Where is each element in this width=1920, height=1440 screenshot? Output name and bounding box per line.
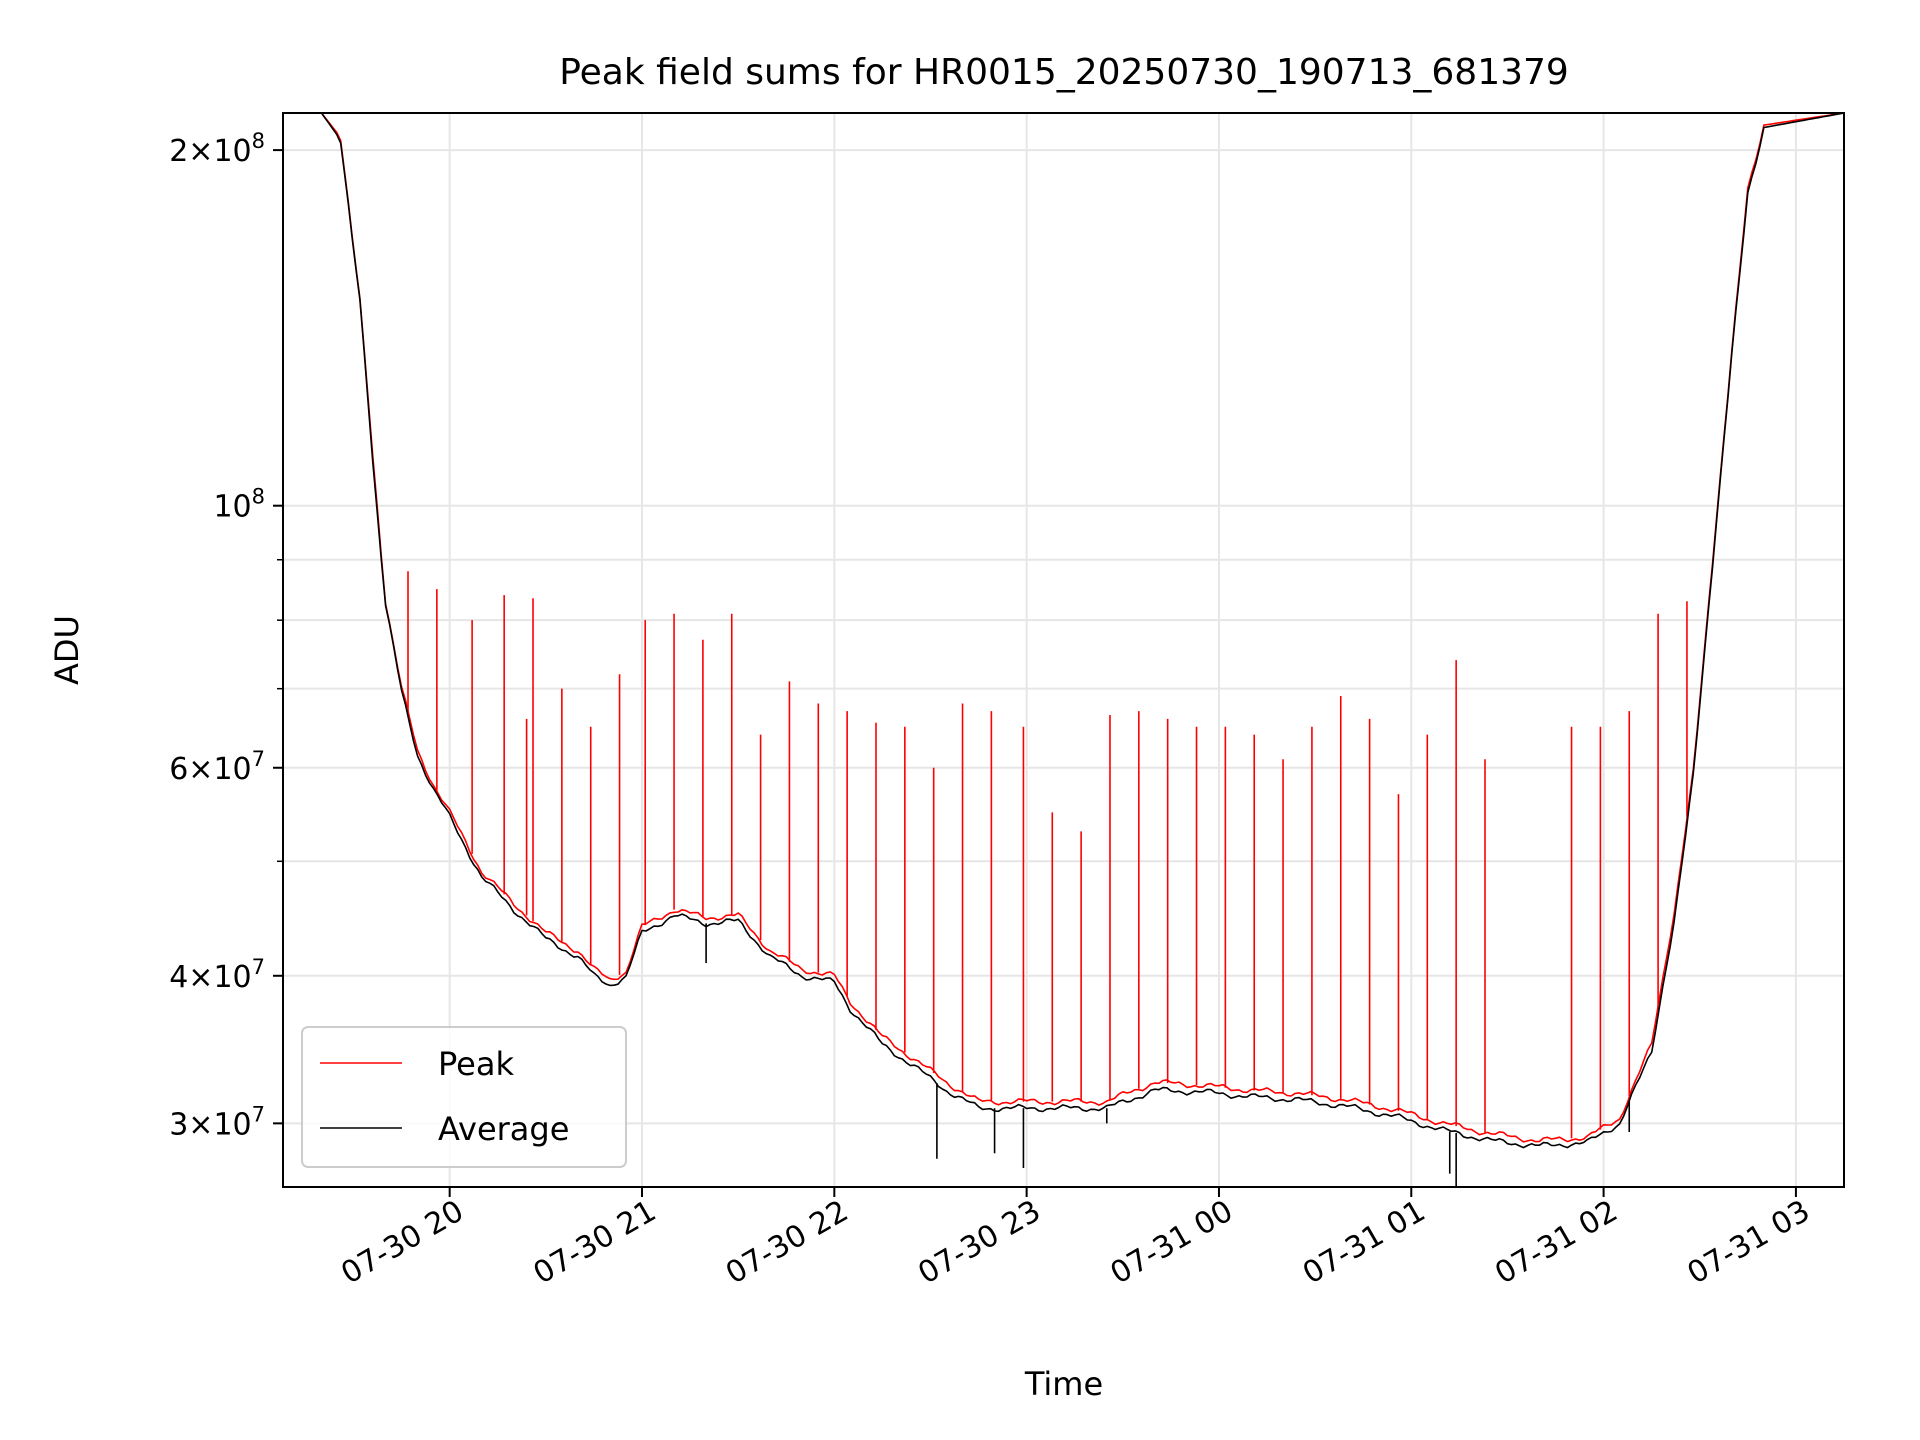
series-line-peak xyxy=(289,112,1845,1143)
y-tick-label: 6×107 xyxy=(169,747,265,787)
series-line-average xyxy=(289,112,1845,1149)
y-axis-label: ADU xyxy=(48,615,86,685)
y-tick-label: 108 xyxy=(213,485,265,525)
plot-frame xyxy=(282,112,1845,1188)
y-tick-label: 4×107 xyxy=(169,955,265,995)
legend: Peak Average xyxy=(301,1026,627,1168)
y-tick-label: 2×108 xyxy=(169,129,265,169)
series-group xyxy=(289,112,1845,1187)
legend-label-average: Average xyxy=(438,1110,569,1148)
x-axis-label: Time xyxy=(1024,1365,1103,1403)
y-tick-label: 3×107 xyxy=(169,1102,265,1142)
legend-label-peak: Peak xyxy=(438,1045,514,1083)
chart-title: Peak field sums for HR0015_20250730_1907… xyxy=(559,52,1569,93)
legend-box xyxy=(301,1026,627,1168)
grid xyxy=(283,113,1844,1187)
